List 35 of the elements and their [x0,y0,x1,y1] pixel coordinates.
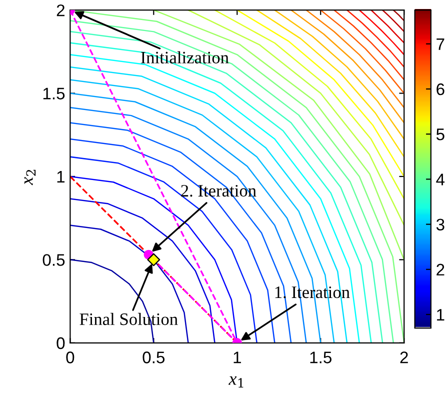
y-tick-label: 1.5 [43,88,65,100]
line-series [290,10,404,124]
line-series [334,10,404,80]
line-series [256,10,404,158]
line-series [70,198,216,343]
line-series [274,10,404,140]
y-tick-label: 1 [57,171,65,183]
color-bar-label: 3 [436,218,444,230]
y-tick-label: 0.5 [42,254,65,266]
x-tick-label: 0.5 [142,352,165,364]
point [147,253,160,266]
color-bar-label: 1 [437,309,444,321]
color-bar-label: 7 [436,38,444,50]
line-series [236,10,404,178]
x-tick-label: 2 [400,352,408,364]
line-series [382,10,404,32]
line-series [306,10,404,108]
color-bar-label: 2 [436,264,444,276]
color-bar-label: 5 [436,128,444,140]
x-axis-title: x$_{1}$ [228,376,244,388]
line-series [358,10,404,56]
y-tick-label: 0 [56,337,65,350]
x-tick-label: 0 [66,352,74,364]
color-bar-label: 4 [436,174,445,186]
y-axis-title: x$_{2}$ [24,170,36,186]
y-tick-label: 2 [56,4,64,16]
x-tick-label: 1 [234,352,241,364]
line-series [346,10,404,68]
line-series [370,10,404,44]
line-series [70,156,258,343]
line-series [70,224,189,343]
line-series [392,10,404,22]
line-series [320,10,404,94]
x-tick-label: 1.5 [310,352,332,364]
color-bar-label: 6 [436,83,444,96]
